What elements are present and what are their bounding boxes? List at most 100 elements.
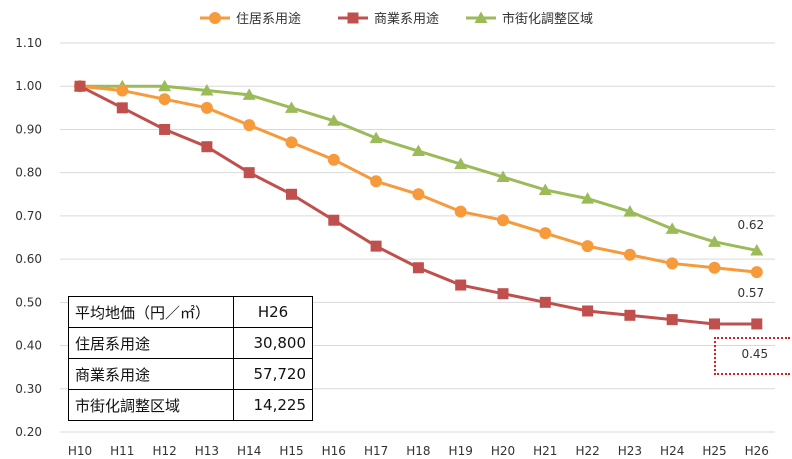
y-tick-label: 0.20	[15, 425, 42, 439]
end-value-label: 0.45	[741, 347, 768, 361]
series-line	[79, 84, 757, 326]
y-tick-label: 1.10	[15, 36, 42, 50]
data-point	[158, 79, 172, 92]
data-point	[497, 214, 509, 227]
table-header-row: 平均地価（円／㎡） H26	[68, 296, 313, 328]
data-point	[242, 88, 256, 100]
table-header-label: 平均地価（円／㎡）	[68, 296, 234, 328]
legend-item: 住居系用途	[200, 11, 301, 27]
y-tick-label: 0.30	[15, 382, 42, 396]
series-square	[74, 80, 763, 330]
data-point	[751, 318, 763, 330]
end-value-label: 0.57	[737, 286, 764, 300]
y-tick-label: 0.60	[15, 252, 42, 266]
x-tick-label: H20	[491, 444, 515, 458]
x-tick-label: H23	[618, 444, 642, 458]
end-labels: 0.62 0.57 0.45	[737, 218, 768, 361]
data-point	[412, 262, 424, 274]
data-point	[243, 119, 256, 132]
x-tick-label: H15	[279, 444, 303, 458]
data-point	[665, 222, 679, 234]
table-cell-value: 30,800	[233, 327, 313, 359]
data-point	[201, 141, 213, 153]
x-tick-label: H12	[152, 444, 176, 458]
y-tick-label: 1.00	[15, 79, 42, 93]
legend: 住居系用途 商業系用途 市街化調整区域	[200, 11, 593, 27]
series-line	[80, 84, 758, 252]
y-axis-ticks: 0.20 0.30 0.40 0.50 0.60 0.70 0.80 0.90 1.00 1.10	[15, 36, 42, 439]
legend-label: 住居系用途	[236, 11, 301, 27]
average-price-table: 平均地価（円／㎡） H26 住居系用途 30,800 商業系用途 57,720 …	[68, 296, 313, 421]
table-row: 住居系用途 30,800	[68, 327, 313, 359]
legend-item: 市街化調整区域	[466, 11, 593, 27]
data-point	[497, 288, 509, 300]
y-tick-label: 0.70	[15, 209, 42, 223]
data-point	[750, 266, 763, 279]
data-point	[74, 80, 86, 92]
table-cell-value: 14,225	[233, 389, 313, 421]
table-header-value: H26	[233, 296, 313, 328]
data-point	[454, 205, 467, 218]
data-point	[412, 188, 425, 201]
highlight-box	[714, 337, 790, 375]
y-tick-label: 0.90	[15, 122, 42, 136]
legend-item: 商業系用途	[338, 11, 439, 27]
x-tick-label: H21	[533, 444, 557, 458]
legend-label: 商業系用途	[374, 11, 439, 27]
data-point	[158, 93, 171, 106]
data-point	[455, 279, 467, 291]
x-tick-label: H22	[575, 444, 599, 458]
data-point	[708, 261, 721, 274]
data-point	[200, 84, 214, 96]
data-point	[370, 240, 382, 252]
x-tick-label: H17	[364, 444, 388, 458]
table-cell-label: 商業系用途	[68, 358, 234, 390]
data-point	[581, 240, 594, 253]
data-point	[666, 314, 678, 326]
y-tick-label: 0.40	[15, 339, 42, 353]
data-point	[708, 235, 721, 247]
x-tick-label: H25	[702, 444, 726, 458]
data-point	[581, 192, 595, 204]
data-point	[243, 167, 255, 179]
series-triangle	[73, 79, 764, 256]
table-cell-value: 57,720	[233, 358, 313, 390]
legend-label: 市街化調整区域	[502, 11, 593, 27]
data-point	[496, 170, 510, 182]
x-tick-label: H19	[449, 444, 473, 458]
data-point	[327, 153, 340, 166]
series-line	[79, 84, 757, 274]
series-circle	[74, 80, 763, 279]
data-point	[327, 114, 341, 126]
data-point	[474, 11, 488, 23]
data-point	[285, 136, 298, 149]
data-point	[582, 305, 594, 317]
data-point	[209, 12, 221, 24]
data-point	[116, 102, 128, 114]
data-point	[369, 131, 383, 144]
data-point	[539, 227, 552, 240]
x-tick-label: H14	[237, 444, 261, 458]
end-value-label: 0.62	[737, 218, 764, 232]
data-point	[116, 84, 129, 97]
y-tick-label: 0.80	[15, 166, 42, 180]
data-point	[709, 318, 720, 330]
data-point	[328, 214, 340, 226]
x-tick-label: H24	[660, 444, 684, 458]
data-point	[454, 157, 468, 170]
table-cell-label: 住居系用途	[68, 327, 234, 359]
x-tick-label: H10	[68, 444, 92, 458]
data-point	[411, 144, 425, 157]
table-row: 市街化調整区域 14,225	[68, 389, 313, 421]
x-tick-label: H26	[745, 444, 769, 458]
data-point	[159, 123, 171, 135]
x-tick-label: H11	[110, 444, 134, 458]
data-point	[286, 188, 297, 200]
data-point	[623, 205, 637, 217]
data-point	[285, 101, 298, 113]
data-point	[624, 309, 636, 321]
data-point	[200, 101, 213, 114]
data-point	[538, 183, 552, 195]
data-point	[750, 243, 764, 256]
